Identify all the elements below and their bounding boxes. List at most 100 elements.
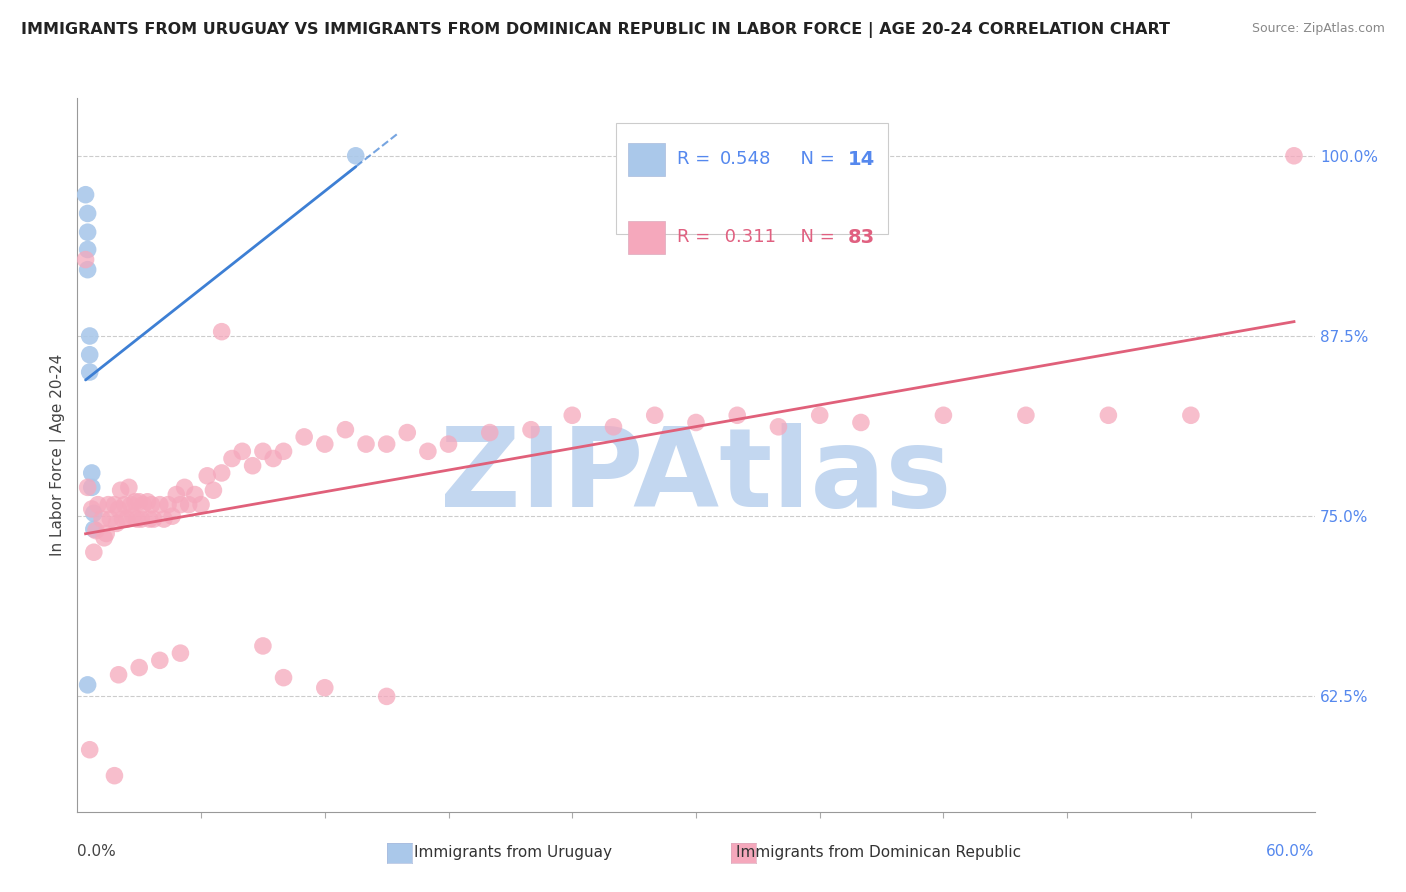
Point xyxy=(107,667,129,681)
Point xyxy=(932,409,955,423)
Text: ZIPAtlas: ZIPAtlas xyxy=(440,423,952,530)
Point xyxy=(129,512,152,526)
Text: 0.0%: 0.0% xyxy=(77,844,117,859)
Point xyxy=(136,495,159,509)
Point xyxy=(252,639,274,653)
Point xyxy=(76,480,98,494)
Point xyxy=(80,502,103,516)
Point xyxy=(75,187,97,202)
Point xyxy=(644,409,666,423)
Point xyxy=(141,498,163,512)
Point xyxy=(87,498,110,512)
Point xyxy=(190,498,212,512)
Point xyxy=(221,451,243,466)
Point xyxy=(98,512,121,526)
Point xyxy=(1282,149,1305,163)
Point xyxy=(808,409,831,423)
Point xyxy=(273,671,295,685)
Point xyxy=(354,437,377,451)
Point xyxy=(128,495,150,509)
Point xyxy=(110,483,132,498)
Point xyxy=(96,526,118,541)
Point xyxy=(520,423,543,437)
Point xyxy=(118,480,141,494)
Point xyxy=(375,690,398,704)
Text: R =: R = xyxy=(678,151,717,169)
Point xyxy=(105,516,128,531)
Point xyxy=(211,466,233,480)
Text: Immigrants from Uruguay: Immigrants from Uruguay xyxy=(415,846,612,860)
Point xyxy=(437,437,460,451)
Text: 14: 14 xyxy=(848,150,876,169)
Point xyxy=(165,487,187,501)
Point xyxy=(107,502,129,516)
Point xyxy=(75,252,97,267)
Text: N =: N = xyxy=(789,151,841,169)
Point xyxy=(153,512,176,526)
FancyBboxPatch shape xyxy=(628,143,665,176)
Point xyxy=(76,206,98,220)
Point xyxy=(83,506,105,520)
Point xyxy=(478,425,501,440)
Point xyxy=(83,545,105,559)
Point xyxy=(273,444,295,458)
Point xyxy=(79,329,101,343)
Point xyxy=(1015,409,1038,423)
Point xyxy=(115,512,138,526)
Point xyxy=(314,681,336,695)
Point xyxy=(138,512,160,526)
Point xyxy=(1180,409,1202,423)
Point xyxy=(91,512,114,526)
Point xyxy=(79,743,101,757)
Text: R =: R = xyxy=(678,228,717,246)
Point xyxy=(685,416,707,430)
Point xyxy=(76,262,98,277)
Point xyxy=(375,437,398,451)
Point xyxy=(103,498,125,512)
FancyBboxPatch shape xyxy=(628,221,665,253)
Point xyxy=(252,444,274,458)
Text: 0.311: 0.311 xyxy=(720,228,776,246)
Text: 83: 83 xyxy=(848,227,876,247)
Point xyxy=(160,509,183,524)
Text: N =: N = xyxy=(789,228,841,246)
Point xyxy=(111,512,134,526)
Point xyxy=(157,498,180,512)
Point xyxy=(76,225,98,239)
Text: IMMIGRANTS FROM URUGUAY VS IMMIGRANTS FROM DOMINICAN REPUBLIC IN LABOR FORCE | A: IMMIGRANTS FROM URUGUAY VS IMMIGRANTS FR… xyxy=(21,22,1170,38)
Text: 0.548: 0.548 xyxy=(720,151,770,169)
Text: Source: ZipAtlas.com: Source: ZipAtlas.com xyxy=(1251,22,1385,36)
Point xyxy=(242,458,264,473)
Point xyxy=(416,444,439,458)
Point xyxy=(202,483,225,498)
Text: 60.0%: 60.0% xyxy=(1267,844,1315,859)
Point xyxy=(184,487,207,501)
Point xyxy=(124,495,146,509)
Point xyxy=(149,498,172,512)
Point xyxy=(169,498,191,512)
Point xyxy=(262,451,284,466)
Point xyxy=(80,466,103,480)
Point xyxy=(93,531,115,545)
Text: Immigrants from Dominican Republic: Immigrants from Dominican Republic xyxy=(737,846,1021,860)
Y-axis label: In Labor Force | Age 20-24: In Labor Force | Age 20-24 xyxy=(51,354,66,556)
Point xyxy=(132,498,155,512)
Point xyxy=(128,660,150,674)
Point xyxy=(79,348,101,362)
Point xyxy=(76,678,98,692)
Point xyxy=(142,512,165,526)
Point xyxy=(561,409,583,423)
Point xyxy=(396,425,419,440)
Point xyxy=(114,498,136,512)
Point xyxy=(149,653,172,667)
Point xyxy=(211,325,233,339)
Point xyxy=(335,423,357,437)
Point xyxy=(195,468,218,483)
Point xyxy=(97,498,120,512)
Point xyxy=(602,419,624,434)
Point xyxy=(768,419,790,434)
Point xyxy=(314,437,336,451)
Point xyxy=(76,243,98,257)
Point xyxy=(344,149,367,163)
Point xyxy=(122,509,145,524)
